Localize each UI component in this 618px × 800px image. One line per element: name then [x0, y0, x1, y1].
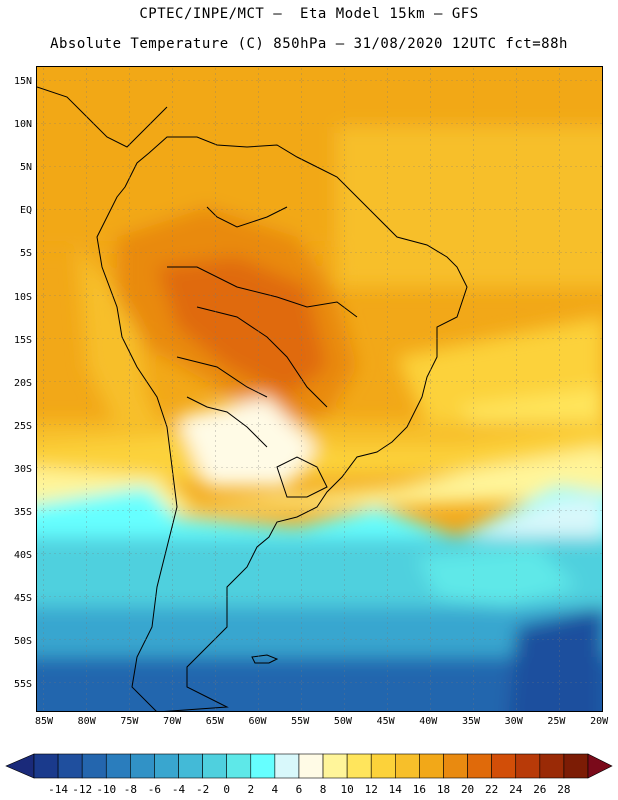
lat-label-40s: 40S [13, 550, 32, 562]
colorbar-swatch [322, 753, 348, 779]
colorbar-swatch [105, 753, 131, 779]
colorbar-label: 4 [271, 783, 279, 796]
lat-label-30s: 30S [13, 463, 32, 475]
colorbar-label: 6 [295, 783, 303, 796]
chart-title-line1: CPTEC/INPE/MCT – Eta Model 15km – GFS [139, 6, 479, 22]
lon-label-80w: 80W [77, 716, 96, 727]
lon-label-85w: 85W [34, 716, 54, 727]
colorbar-swatch [130, 753, 155, 779]
lat-label-10s: 10S [13, 291, 32, 303]
colorbar-swatch [226, 753, 252, 779]
colorbar-label: -12 [72, 783, 93, 796]
colorbar-label: 12 [364, 783, 378, 796]
lat-label-45s: 45S [13, 593, 32, 605]
colorbar-label: -8 [123, 783, 137, 796]
lon-label-75w: 75W [120, 716, 139, 727]
colorbar-label: 2 [247, 783, 255, 796]
colorbar-swatch [57, 753, 83, 779]
colorbar-under-arrow [5, 753, 35, 779]
colorbar-swatch [443, 753, 468, 779]
lon-label-25w: 25W [547, 716, 566, 727]
lat-label-5n: 5N [19, 162, 32, 174]
colorbar-label: 22 [485, 783, 499, 796]
colorbar-label: 8 [319, 783, 327, 796]
lat-label-20s: 20S [13, 377, 32, 389]
colorbar-label: 20 [460, 783, 475, 796]
colorbar-label: 16 [412, 783, 427, 796]
lat-label-55s: 55S [13, 679, 32, 691]
lon-label-45w: 45W [376, 716, 395, 727]
colorbar-label: -10 [96, 783, 117, 796]
colorbar-label: -2 [195, 783, 210, 796]
colorbar-label: 0 [223, 783, 230, 796]
lon-label-20w: 20W [590, 716, 609, 727]
colorbar-swatch [419, 753, 444, 779]
colorbar-over-arrow [587, 753, 613, 779]
temperature-field [37, 67, 602, 711]
colorbar-swatch [33, 753, 59, 779]
colorbar-swatch [178, 753, 203, 779]
lat-label-15s: 15S [13, 334, 32, 346]
colorbar-label: 28 [557, 783, 571, 796]
colorbar-label: -14 [48, 783, 69, 796]
lat-label-5s: 5S [19, 248, 32, 260]
colorbar-label: -4 [171, 783, 186, 796]
colorbar-swatch [539, 753, 565, 779]
colorbar-label: 24 [509, 783, 523, 796]
colorbar [5, 753, 613, 779]
colorbar-swatch [202, 753, 227, 779]
lon-label-50w: 50W [333, 716, 352, 727]
lat-label-eq: EQ [19, 205, 32, 217]
colorbar-label: 10 [340, 783, 354, 796]
lat-label-15n: 15N [13, 76, 32, 87]
graticule [37, 67, 602, 711]
lat-label-25s: 25S [13, 420, 32, 432]
colorbar-label: 26 [533, 783, 547, 796]
colorbar-swatch [467, 753, 492, 779]
colorbar-swatch [274, 753, 300, 779]
lon-label-70w: 70W [163, 716, 182, 727]
lon-label-65w: 65W [205, 716, 224, 727]
colorbar-swatch [515, 753, 541, 779]
colorbar-label: 14 [388, 783, 402, 796]
colorbar-swatch [563, 753, 589, 779]
colorbar-swatch [346, 753, 372, 779]
colorbar-swatch [491, 753, 517, 779]
lon-label-35w: 35W [461, 716, 481, 727]
colorbar-swatch [154, 753, 179, 779]
lat-label-10n: 10N [13, 119, 32, 131]
lat-label-35s: 35S [13, 507, 32, 518]
temperature-map[interactable] [36, 66, 603, 712]
colorbar-label: 18 [436, 783, 451, 796]
lon-label-55w: 55W [291, 716, 310, 727]
colorbar-swatch [81, 753, 107, 779]
chart-title-line2: Absolute Temperature (C) 850hPa – 31/08/… [50, 36, 568, 52]
colorbar-swatch [370, 753, 396, 779]
colorbar-swatch [298, 753, 324, 779]
lon-label-40w: 40W [419, 716, 438, 727]
colorbar-swatch [250, 753, 276, 779]
lon-label-30w: 30W [504, 716, 523, 727]
lon-label-60w: 60W [248, 716, 267, 727]
lat-label-50s: 50S [13, 636, 32, 648]
colorbar-swatch [395, 753, 420, 779]
colorbar-label: -6 [147, 783, 162, 796]
